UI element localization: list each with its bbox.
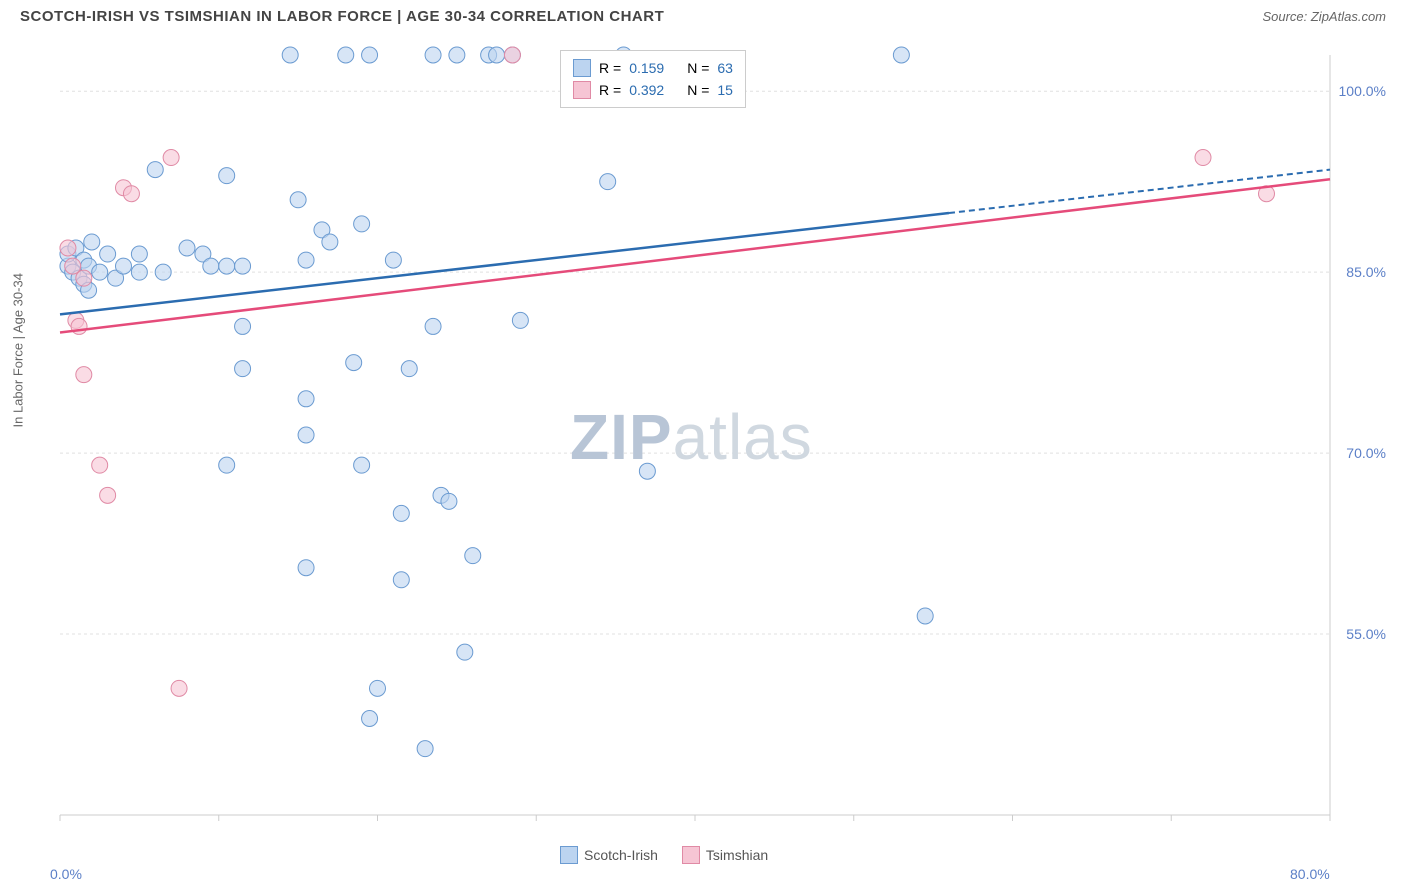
y-tick-label: 55.0% xyxy=(1346,626,1386,642)
chart-header: SCOTCH-IRISH VS TSIMSHIAN IN LABOR FORCE… xyxy=(0,0,1406,33)
legend-r-label: R = xyxy=(599,60,621,76)
chart-title: SCOTCH-IRISH VS TSIMSHIAN IN LABOR FORCE… xyxy=(20,8,664,25)
legend-n-label: N = xyxy=(687,60,709,76)
scatter-chart xyxy=(50,45,1340,825)
y-tick-label: 85.0% xyxy=(1346,264,1386,280)
correlation-legend: R = 0.159 N = 63 R = 0.392 N = 15 xyxy=(560,50,746,108)
chart-source: Source: ZipAtlas.com xyxy=(1262,9,1386,24)
legend-swatch-scotch-irish xyxy=(573,59,591,77)
legend-swatch-tsimshian xyxy=(573,81,591,99)
series-legend: Scotch-Irish Tsimshian xyxy=(560,846,768,864)
y-tick-label: 70.0% xyxy=(1346,445,1386,461)
legend-n-value: 63 xyxy=(717,60,733,76)
legend-item: Tsimshian xyxy=(682,846,768,864)
legend-n-label: N = xyxy=(687,82,709,98)
legend-r-value: 0.159 xyxy=(629,60,679,76)
legend-label: Scotch-Irish xyxy=(584,847,658,863)
legend-row: R = 0.392 N = 15 xyxy=(573,79,733,101)
legend-label: Tsimshian xyxy=(706,847,768,863)
legend-row: R = 0.159 N = 63 xyxy=(573,57,733,79)
legend-item: Scotch-Irish xyxy=(560,846,658,864)
chart-svg xyxy=(50,45,1340,825)
y-axis-label: In Labor Force | Age 30-34 xyxy=(11,273,26,427)
legend-swatch-scotch-irish xyxy=(560,846,578,864)
x-tick-label: 80.0% xyxy=(1290,866,1330,882)
legend-n-value: 15 xyxy=(717,82,733,98)
y-tick-label: 100.0% xyxy=(1339,83,1386,99)
x-tick-label: 0.0% xyxy=(50,866,82,882)
legend-swatch-tsimshian xyxy=(682,846,700,864)
legend-r-value: 0.392 xyxy=(629,82,679,98)
legend-r-label: R = xyxy=(599,82,621,98)
